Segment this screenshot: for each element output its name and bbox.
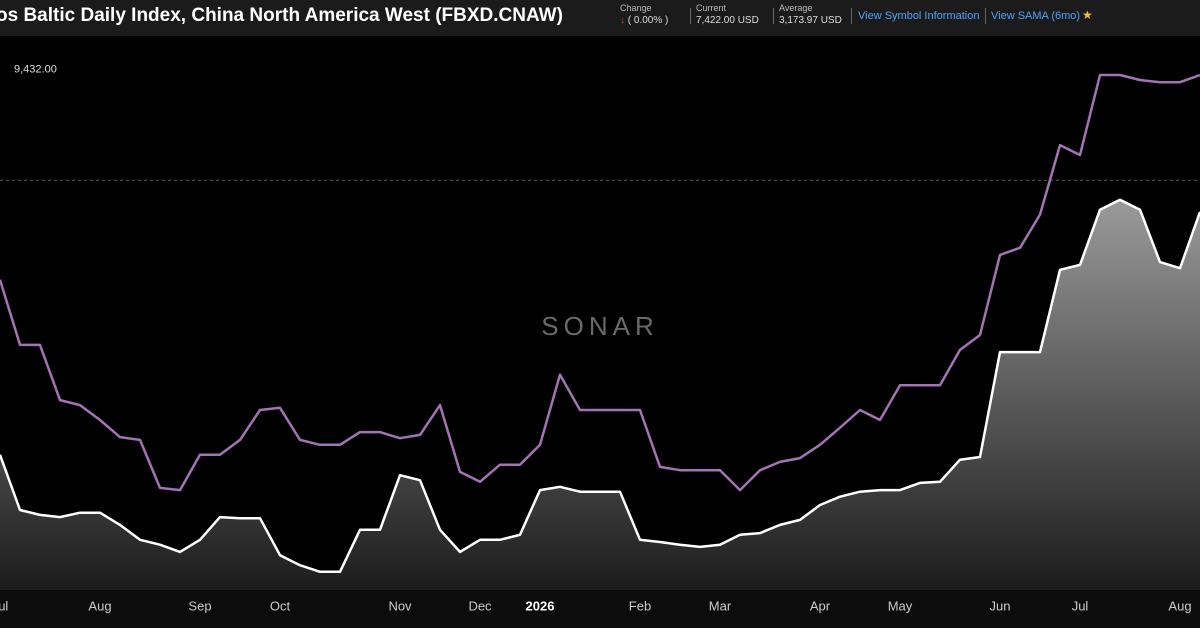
x-tick-label: Nov xyxy=(388,598,412,613)
x-tick-label: Jun xyxy=(990,598,1011,613)
change-value: ( 0.00% ) xyxy=(627,15,669,26)
average-stat: Average 3,173.97 USD xyxy=(779,3,842,26)
x-tick-label: Jul xyxy=(0,598,8,613)
change-stat: Change ↓ ( 0.00% ) xyxy=(620,3,668,26)
separator xyxy=(690,8,691,24)
info-link[interactable]: View Symbol Information xyxy=(858,10,980,22)
line xyxy=(0,73,1200,492)
sama-link[interactable]: View SAMA (6mo) xyxy=(991,10,1081,22)
stat-label: Average xyxy=(779,3,813,13)
x-tick-label: May xyxy=(888,598,913,613)
x-tick-label: Apr xyxy=(810,598,831,613)
stat-value: 7,422.00 USD xyxy=(696,15,759,26)
icon: ★ xyxy=(1082,8,1093,22)
separator xyxy=(985,8,986,24)
x-tick-label: Aug xyxy=(1168,598,1191,613)
x-tick-label: 2026 xyxy=(526,598,555,613)
header-bar: os Baltic Daily Index, China North Ameri… xyxy=(0,0,1200,36)
separator xyxy=(851,8,852,24)
current-stat: Current 7,422.00 USD xyxy=(696,3,759,26)
x-tick-label: Oct xyxy=(270,598,291,613)
x-tick-label: Dec xyxy=(468,598,492,613)
x-tick-label: Feb xyxy=(629,598,651,613)
stat-value: 3,173.97 USD xyxy=(779,15,842,26)
x-tick-label: Jul xyxy=(1072,598,1089,613)
watermark: SONAR xyxy=(541,311,658,341)
y-tick-label: 9,432.00 xyxy=(14,63,57,75)
stat-label: Current xyxy=(696,3,727,13)
down-arrow: ↓ xyxy=(620,15,625,26)
x-tick-label: Mar xyxy=(709,598,732,613)
area xyxy=(0,199,1200,590)
chart: 9,432.00 SONAR Jul Aug Sep Oct Nov Dec 2026 Feb Ma… xyxy=(0,63,1200,628)
stat-label: Change xyxy=(620,3,652,13)
line xyxy=(0,198,1200,574)
x-axis-band xyxy=(0,590,1200,628)
x-tick-label: Sep xyxy=(188,598,211,613)
x-tick-label: Aug xyxy=(88,598,111,613)
separator xyxy=(773,8,774,24)
stat-value: ↓ ( 0.00% ) xyxy=(620,15,668,26)
title: os Baltic Daily Index, China North Ameri… xyxy=(0,5,563,26)
